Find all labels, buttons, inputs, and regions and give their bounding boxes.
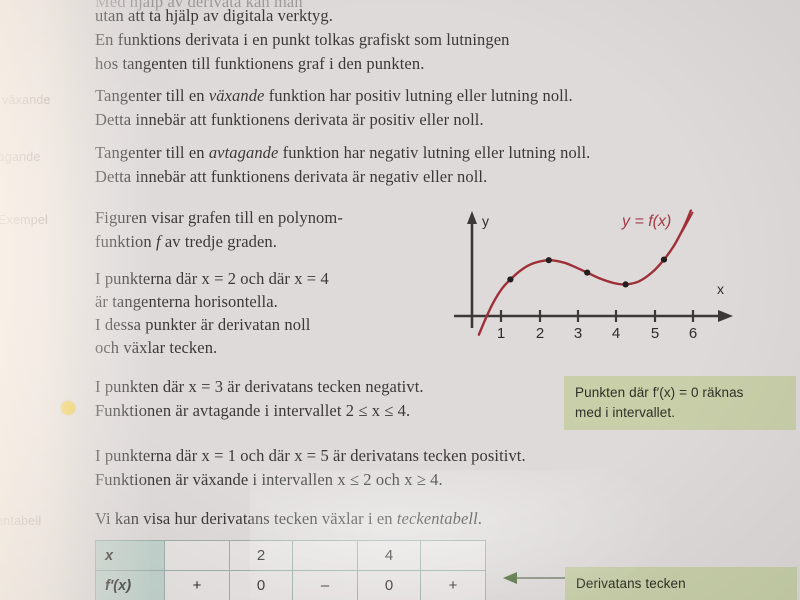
callout-zero-counts: Punkten där f′(x) = 0 räknas med i inter… <box>564 376 796 431</box>
table-row-fprime: f′(x) + 0 – 0 + <box>95 570 486 600</box>
example-p3-line-1: I punkten där x = 3 är derivatans tecken… <box>95 377 424 396</box>
example-p2-line-3: I dessa punkter är derivatan noll <box>95 315 311 334</box>
table-intro-emphasis: teckentabell <box>396 509 478 528</box>
table-intro-post: . <box>477 509 483 528</box>
xtick-2: 2 <box>536 325 544 342</box>
growing-line-1-post: funktion har positiv lutning eller lutni… <box>264 86 573 105</box>
xtick-1: 1 <box>497 325 505 342</box>
intro-line-1: utan att ta hjälp av digitala verktyg. <box>95 6 333 25</box>
callout-zero-line-1: Punkten där f′(x) = 0 räknas <box>575 385 744 400</box>
table-intro-line: Vi kan visa hur derivatans tecken växlar… <box>95 509 483 528</box>
table-cell-fprime-4: 0 <box>357 570 421 600</box>
table-header-x: x <box>95 540 165 571</box>
xtick-3: 3 <box>574 325 582 342</box>
callout-sign-text: Derivatans tecken <box>576 576 686 591</box>
callout-sign-of-derivative: Derivatans tecken <box>565 567 797 600</box>
x-axis <box>454 310 733 322</box>
decreasing-emphasis: avtagande <box>208 143 279 162</box>
x-axis-label: x <box>717 281 724 297</box>
marked-point-x4 <box>622 281 629 288</box>
intro-line-3: hos tangenten till funktionens graf i de… <box>95 54 425 73</box>
table-cell-x-1 <box>164 540 230 571</box>
example-p2-line-2: är tangenterna horisontella. <box>95 292 278 311</box>
xtick-4: 4 <box>612 325 620 342</box>
table-cell-fprime-3: – <box>292 570 358 600</box>
decreasing-line-1-pre: Tangenter till en <box>95 143 209 162</box>
table-row-x: x 2 4 <box>95 540 486 571</box>
table-cell-x-3 <box>292 540 358 571</box>
growing-line-1-pre: Tangenter till en <box>95 86 209 105</box>
margin-label-avtagande: tagande <box>0 150 41 164</box>
table-intro-pre: Vi kan visa hur derivatans tecken växlar… <box>95 509 397 528</box>
decreasing-line-2: Detta innebär att funktionens derivata ä… <box>95 167 488 186</box>
decreasing-line-1: Tangenter till en avtagande funktion har… <box>95 143 591 162</box>
margin-label-exempel: Exempel <box>0 213 49 227</box>
marked-point-x3 <box>584 269 591 276</box>
marked-point-x5 <box>660 256 668 263</box>
growing-line-2: Detta innebär att funktionens derivata ä… <box>95 110 484 129</box>
table-cell-fprime-5: + <box>420 570 486 600</box>
decreasing-line-1-post: funktion har negativ lutning eller lutni… <box>278 143 591 162</box>
function-label: y = f(x) <box>621 213 671 230</box>
margin-label-teckentabell: entabell <box>0 514 42 528</box>
intro-line-2: En funktions derivata i en punkt tolkas … <box>95 30 510 49</box>
y-axis <box>467 211 477 328</box>
example-p4-line-2: Funktionen är växande i intervallen x ≤ … <box>95 470 443 489</box>
example-p3-line-2: Funktionen är avtagande i intervallet 2 … <box>95 401 411 420</box>
table-cell-fprime-1: + <box>164 570 230 600</box>
example-p4-line-1: I punkterna där x = 1 och där x = 5 är d… <box>95 446 526 465</box>
sign-table: x 2 4 f′(x) + 0 – 0 + <box>95 540 486 600</box>
xtick-5: 5 <box>651 325 659 342</box>
growing-emphasis: växande <box>208 86 265 105</box>
polynomial-graph-figure: 1 2 3 4 5 6 y x y = f(x) <box>450 200 760 345</box>
graph-svg: 1 2 3 4 5 6 y x y = f(x) <box>454 209 733 342</box>
marked-point-x2 <box>545 257 552 264</box>
callout-zero-line-2: med i intervallet. <box>575 404 676 420</box>
table-cell-x-4: 4 <box>357 540 421 571</box>
x-axis-tick-labels: 1 2 3 4 5 6 <box>497 325 697 342</box>
margin-label-vaxande: växande <box>2 93 51 107</box>
example-p2-line-1: I punkterna där x = 2 och där x = 4 <box>95 269 329 288</box>
marked-point-x1 <box>507 276 514 283</box>
yellow-bullet-marker <box>61 401 75 415</box>
growing-line-1: Tangenter till en växande funktion har p… <box>95 86 573 105</box>
y-axis-label: y <box>482 213 489 229</box>
example-p2-line-4: och växlar tecken. <box>95 338 218 357</box>
xtick-6: 6 <box>689 325 697 342</box>
function-name-f: f <box>155 232 161 251</box>
example-p1-line-2: funktion f av tredje graden. <box>95 232 277 251</box>
table-cell-x-5 <box>420 540 486 571</box>
example-p1-line-2-pre: funktion <box>95 232 156 251</box>
x-axis-ticks <box>499 310 695 322</box>
table-cell-x-2: 2 <box>229 540 293 571</box>
marked-points-group <box>507 256 668 288</box>
example-p1-line-1: Figuren visar grafen till en polynom- <box>95 208 343 227</box>
clipped-top-line: Med hjälp av derivata kan man <box>95 0 303 11</box>
example-p1-line-2-post: av tredje graden. <box>160 232 277 251</box>
callout-arrow <box>503 572 570 584</box>
table-header-fprime: f′(x) <box>95 570 165 600</box>
table-cell-fprime-2: 0 <box>229 570 293 600</box>
